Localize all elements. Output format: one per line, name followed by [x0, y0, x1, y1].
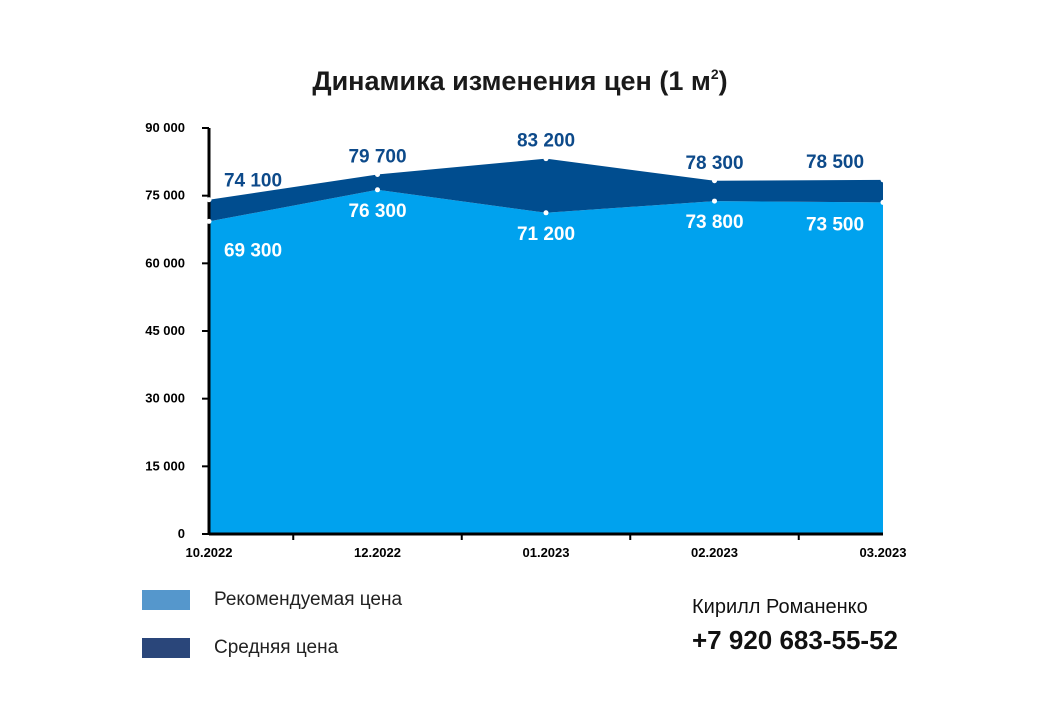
data-label-recommended: 76 300 — [348, 201, 406, 222]
area-recommended-price — [209, 189, 883, 534]
y-tick-label: 60 000 — [145, 255, 185, 270]
contact-name: Кирилл Романенко — [692, 596, 868, 618]
legend-label-average: Средняя цена — [214, 637, 339, 658]
point-average — [880, 177, 886, 183]
data-label-average: 74 100 — [224, 171, 282, 192]
y-tick-label: 75 000 — [145, 188, 185, 203]
x-tick-label: 02.2023 — [691, 545, 738, 560]
point-recommended — [543, 210, 549, 216]
legend-swatch-recommended — [142, 590, 190, 610]
area-average-price — [209, 158, 883, 222]
x-tick-label: 10.2022 — [186, 545, 233, 560]
legend-item-average: Средняя цена — [142, 624, 402, 672]
data-label-recommended: 73 800 — [685, 212, 743, 233]
point-recommended — [712, 198, 717, 204]
contact-block: Кирилл Романенко +7 920 683-55-52 — [692, 596, 898, 656]
legend: Рекомендуемая цена Средняя цена — [142, 576, 402, 672]
point-average — [543, 156, 549, 162]
point-recommended — [880, 199, 886, 205]
title-superscript: 2 — [711, 66, 719, 82]
y-tick-label: 45 000 — [145, 323, 185, 338]
point-recommended — [375, 187, 380, 193]
data-label-average: 79 700 — [348, 146, 406, 167]
data-label-recommended: 71 200 — [517, 224, 575, 245]
point-average — [712, 178, 717, 184]
x-tick-label: 01.2023 — [523, 545, 570, 560]
point-average — [206, 197, 212, 203]
data-label-recommended: 73 500 — [806, 214, 864, 235]
data-label-average: 78 300 — [685, 153, 743, 174]
x-tick-label: 12.2022 — [354, 545, 401, 560]
title-suffix: ) — [719, 66, 728, 96]
y-tick-label: 15 000 — [145, 458, 185, 473]
data-label-average: 83 200 — [517, 131, 575, 152]
point-average — [375, 171, 380, 177]
legend-swatch-average — [142, 638, 190, 658]
x-tick-label: 03.2023 — [860, 545, 907, 560]
data-label-average: 78 500 — [806, 152, 864, 173]
legend-label-recommended: Рекомендуемая цена — [214, 589, 403, 610]
data-label-recommended: 69 300 — [224, 240, 282, 261]
chart-title: Динамика изменения цен (1 м2) — [312, 66, 727, 96]
y-tick-label: 30 000 — [145, 391, 185, 406]
y-tick-label: 0 — [178, 526, 185, 541]
contact-phone: +7 920 683-55-52 — [692, 625, 899, 655]
y-tick-label: 90 000 — [145, 120, 185, 135]
point-recommended — [206, 218, 212, 224]
legend-item-recommended: Рекомендуемая цена — [142, 576, 402, 624]
